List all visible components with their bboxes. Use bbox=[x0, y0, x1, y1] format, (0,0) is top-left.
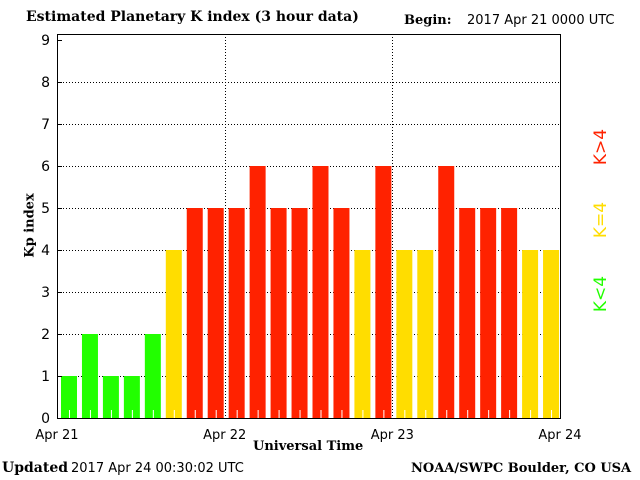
y-tick-label: 2 bbox=[41, 327, 50, 343]
bar bbox=[354, 250, 371, 418]
bar bbox=[522, 250, 539, 418]
legend-k-less-4: K<4 bbox=[591, 275, 611, 313]
x-axis-label: Universal Time bbox=[253, 439, 364, 454]
plot-frame bbox=[57, 34, 561, 419]
bar bbox=[459, 208, 476, 418]
bar bbox=[375, 166, 392, 418]
bar bbox=[543, 250, 560, 418]
bar bbox=[333, 208, 350, 418]
y-axis-label: Kp index bbox=[22, 193, 38, 258]
bar bbox=[186, 208, 203, 418]
bar bbox=[291, 208, 308, 418]
legend-k-greater-4: K>4 bbox=[591, 128, 611, 166]
bar bbox=[81, 334, 98, 418]
credit: NOAA/SWPC Boulder, CO USA bbox=[411, 461, 632, 476]
begin-value: 2017 Apr 21 0000 UTC bbox=[467, 13, 615, 28]
y-tick-label: 5 bbox=[41, 201, 50, 217]
y-tick-label: 8 bbox=[41, 75, 50, 91]
y-tick-label: 4 bbox=[41, 243, 50, 259]
chart-title: Estimated Planetary K index (3 hour data… bbox=[26, 9, 359, 25]
begin-label: Begin: bbox=[404, 13, 452, 28]
legend-k-equal-4: K=4 bbox=[591, 201, 611, 239]
y-tick-label: 9 bbox=[41, 33, 50, 49]
bar bbox=[123, 376, 140, 418]
updated-value: 2017 Apr 24 00:30:02 UTC bbox=[71, 461, 244, 476]
bar bbox=[438, 166, 455, 418]
bar bbox=[61, 376, 77, 418]
bar bbox=[102, 376, 119, 418]
y-tick-label: 6 bbox=[41, 159, 50, 175]
x-tick-label: Apr 24 bbox=[538, 428, 581, 443]
x-tick-label: Apr 21 bbox=[35, 428, 78, 443]
updated-label: Updated bbox=[2, 460, 69, 476]
y-tick-label: 7 bbox=[41, 117, 50, 133]
bar bbox=[396, 250, 413, 418]
y-tick-label: 0 bbox=[41, 411, 50, 427]
bar bbox=[501, 208, 518, 418]
y-tick-label: 1 bbox=[41, 369, 50, 385]
y-tick-label: 3 bbox=[41, 285, 50, 301]
bar bbox=[480, 208, 497, 418]
x-tick-label: Apr 22 bbox=[203, 428, 246, 443]
bar bbox=[207, 208, 224, 418]
bar bbox=[270, 208, 287, 418]
bar bbox=[417, 250, 434, 418]
bar bbox=[165, 250, 182, 418]
bar bbox=[228, 208, 245, 418]
bar bbox=[249, 166, 266, 418]
bar bbox=[312, 166, 329, 418]
x-tick-label: Apr 23 bbox=[371, 428, 414, 443]
bar bbox=[144, 334, 161, 418]
